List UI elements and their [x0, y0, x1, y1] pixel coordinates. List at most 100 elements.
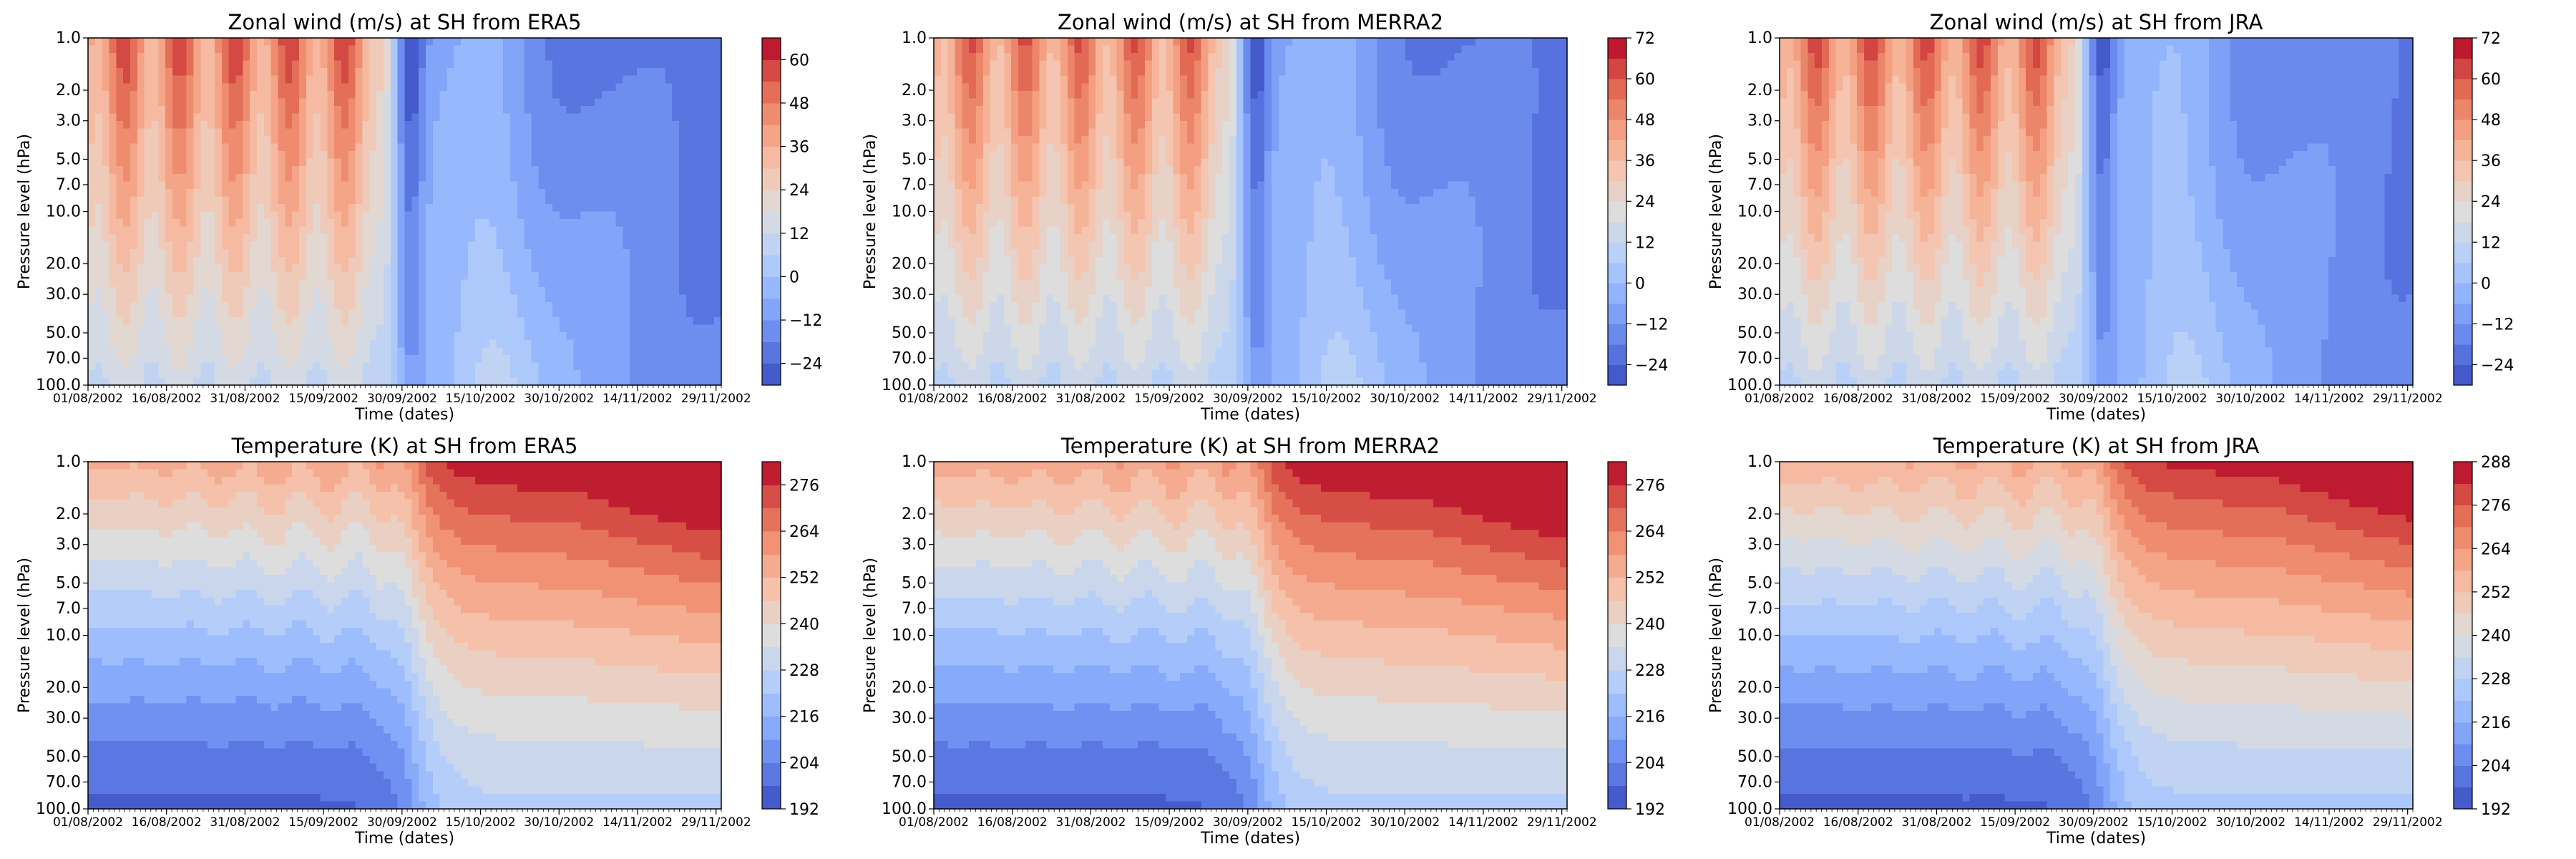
heatmap-cell — [574, 227, 581, 235]
heatmap-cell — [538, 129, 545, 137]
heatmap-cell — [623, 204, 630, 212]
heatmap-cell — [644, 91, 651, 99]
heatmap-cell — [180, 272, 187, 280]
heatmap-cell — [574, 144, 581, 152]
heatmap-cell — [180, 76, 187, 84]
heatmap-cell — [278, 340, 286, 348]
heatmap-cell — [419, 129, 426, 137]
heatmap-cell — [222, 219, 229, 227]
colorbar-tick-label: 0 — [789, 268, 799, 286]
heatmap-cell — [327, 53, 334, 61]
heatmap-cell — [236, 121, 243, 129]
heatmap-cell — [997, 294, 1005, 302]
heatmap-cell — [145, 121, 152, 129]
heatmap-cell — [962, 249, 969, 257]
heatmap-cell — [482, 166, 489, 174]
heatmap-cell — [321, 196, 328, 204]
heatmap-cell — [510, 53, 517, 61]
heatmap-cell — [278, 332, 286, 340]
heatmap-cell — [567, 272, 574, 280]
heatmap-cell — [461, 332, 468, 340]
heatmap-cell — [172, 76, 180, 84]
heatmap-cell — [969, 38, 976, 46]
heatmap-cell — [475, 249, 482, 257]
heatmap-cell — [941, 46, 948, 54]
heatmap-cell — [1004, 121, 1011, 129]
heatmap-cell — [109, 129, 117, 137]
heatmap-cell — [348, 332, 356, 340]
heatmap-cell — [158, 355, 165, 363]
heatmap-cell — [292, 310, 299, 318]
heatmap-cell — [257, 46, 264, 54]
heatmap-cell — [489, 219, 497, 227]
heatmap-cell — [580, 287, 587, 295]
heatmap-cell — [693, 136, 701, 144]
heatmap-cell — [285, 257, 292, 265]
heatmap-cell — [348, 98, 356, 106]
heatmap-cell — [313, 370, 321, 378]
heatmap-cell — [292, 196, 299, 204]
heatmap-cell — [447, 38, 454, 46]
heatmap-cell — [152, 272, 159, 280]
heatmap-cell — [313, 257, 321, 265]
heatmap-cell — [990, 212, 997, 220]
heatmap-cell — [109, 68, 117, 76]
heatmap-cell — [503, 181, 510, 189]
heatmap-cell — [454, 249, 461, 257]
heatmap-cell — [686, 136, 693, 144]
heatmap-cell — [264, 332, 271, 340]
heatmap-cell — [510, 189, 517, 197]
heatmap-cell — [574, 159, 581, 167]
heatmap-cell — [116, 121, 123, 129]
heatmap-cell — [271, 272, 278, 280]
heatmap-cell — [172, 46, 180, 54]
heatmap-cell — [215, 332, 222, 340]
heatmap-cell — [116, 189, 123, 197]
heatmap-cell — [123, 332, 130, 340]
heatmap-cell — [334, 136, 341, 144]
heatmap-cell — [609, 370, 616, 378]
heatmap-cell — [299, 370, 306, 378]
heatmap-cell — [102, 121, 109, 129]
heatmap-cell — [200, 317, 208, 325]
heatmap-cell — [313, 242, 321, 250]
heatmap-cell — [440, 287, 447, 295]
heatmap-cell — [250, 151, 257, 159]
heatmap-cell — [187, 91, 194, 99]
heatmap-cell — [200, 98, 208, 106]
heatmap-cell — [341, 121, 348, 129]
heatmap-cell — [1004, 317, 1011, 325]
heatmap-cell — [426, 302, 433, 310]
heatmap-cell — [990, 204, 997, 212]
heatmap-cell — [341, 181, 348, 189]
heatmap-cell — [679, 106, 686, 114]
heatmap-cell — [102, 53, 109, 61]
heatmap-cell — [665, 106, 672, 114]
heatmap-cell — [264, 325, 271, 333]
heatmap-cell — [180, 53, 187, 61]
heatmap-cell — [468, 166, 475, 174]
heatmap-cell — [88, 325, 95, 333]
heatmap-cell — [271, 61, 278, 69]
heatmap-cell — [525, 347, 532, 355]
heatmap-cell — [580, 68, 587, 76]
heatmap-cell — [587, 46, 595, 54]
heatmap-cell — [503, 264, 510, 272]
heatmap-cell — [461, 181, 468, 189]
heatmap-cell — [496, 272, 503, 280]
heatmap-cell — [95, 113, 102, 121]
heatmap-cell — [574, 204, 581, 212]
heatmap-cell — [545, 68, 552, 76]
heatmap-cell — [419, 181, 426, 189]
heatmap-cell — [158, 159, 165, 167]
heatmap-cell — [363, 159, 370, 167]
heatmap-cell — [369, 249, 376, 257]
heatmap-cell — [623, 219, 630, 227]
heatmap-cell — [714, 91, 721, 99]
heatmap-cell — [419, 332, 426, 340]
heatmap-cell — [686, 325, 693, 333]
heatmap-cell — [243, 279, 250, 287]
heatmap-cell — [334, 370, 341, 378]
heatmap-cell — [116, 68, 123, 76]
heatmap-cell — [955, 91, 962, 99]
